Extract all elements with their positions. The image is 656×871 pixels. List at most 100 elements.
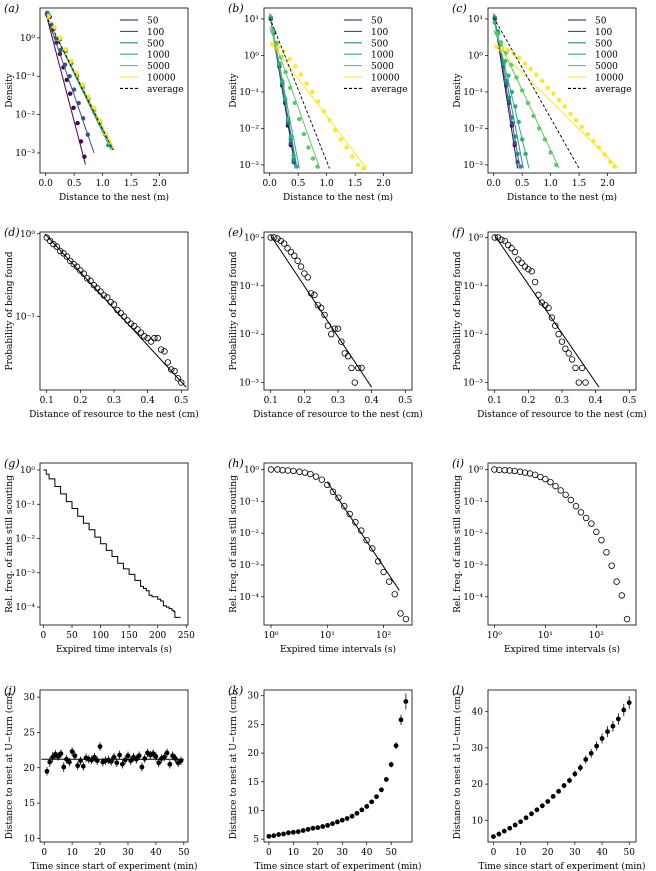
data-point — [555, 330, 562, 338]
y-axis-label: Distance to nest at U−turn (cm) — [4, 693, 15, 840]
legend-label-10000: 10000 — [595, 74, 624, 84]
data-point-observed — [621, 707, 627, 713]
x-tick-label: 200 — [149, 631, 166, 641]
data-point-10000 — [556, 97, 562, 103]
y-tick-label: 10⁻³ — [239, 161, 259, 171]
data-point-10000 — [562, 104, 568, 109]
data-point — [144, 334, 151, 342]
x-tick-label: 0.3 — [107, 396, 122, 406]
panel-label: (k) — [228, 684, 243, 697]
panel-e: 0.1 0.2 0.3 0.4 0.5 10⁻³ 10⁻² 10⁻¹ 10⁰ Distance o… — [228, 226, 423, 420]
data-point — [80, 270, 87, 277]
y-tick-label: 10⁻³ — [463, 379, 483, 389]
data-point-10000 — [69, 58, 74, 64]
data-point — [618, 592, 626, 599]
y-tick-label: 10⁰ — [20, 34, 35, 44]
y-axis-label: Rel. freq. of ants still scouting — [5, 475, 15, 613]
plot-area — [266, 693, 409, 839]
data-point — [335, 494, 342, 501]
data-point — [338, 338, 345, 345]
data-point — [344, 353, 352, 360]
data-point-observed — [388, 762, 394, 767]
data-point-1000 — [509, 89, 515, 95]
x-tick-label: 0.1 — [40, 396, 54, 406]
data-point-10000 — [517, 55, 522, 61]
y-tick-label: 10⁻⁴ — [463, 593, 483, 603]
data-point — [329, 488, 337, 495]
legend-label-1000: 1000 — [595, 51, 618, 61]
data-point-10000 — [281, 49, 287, 54]
panel-label: (c) — [452, 2, 467, 15]
y-tick-label: 10⁻¹ — [239, 282, 259, 292]
data-point-observed — [320, 824, 326, 829]
data-point — [567, 496, 575, 504]
data-point-observed — [122, 757, 128, 763]
data-point — [73, 263, 81, 270]
data-point — [301, 469, 309, 476]
data-point-5000 — [509, 62, 514, 68]
data-point — [531, 471, 539, 479]
data-point-100 — [85, 132, 91, 137]
x-tick-label: 0.2 — [521, 396, 535, 406]
y-tick-label: 10⁻³ — [15, 569, 35, 579]
x-tick-label: 0.5 — [622, 396, 637, 406]
x-axis-label: Expired time intervals (s) — [280, 644, 396, 655]
y-tick-label: 10⁰ — [20, 466, 35, 476]
data-point-5000 — [306, 145, 311, 150]
y-tick-label: 10⁰ — [20, 230, 35, 240]
y-tick-label: 10⁻² — [463, 529, 483, 539]
data-point-observed — [626, 700, 632, 706]
data-point — [171, 367, 178, 375]
data-point-observed — [561, 783, 567, 788]
y-tick-label: 10⁰ — [468, 51, 483, 61]
data-point-observed — [125, 753, 131, 759]
data-point — [501, 467, 508, 474]
data-point-observed — [539, 803, 545, 809]
data-point-observed — [383, 777, 389, 782]
y-tick-label: 15 — [248, 778, 260, 788]
data-point-1000 — [277, 61, 282, 66]
y-tick-label: 20 — [472, 780, 484, 790]
data-point-10000 — [494, 44, 499, 50]
fit-line-1000 — [269, 13, 300, 169]
data-point-5000 — [310, 156, 316, 161]
data-point-5000 — [554, 162, 559, 168]
data-point-observed — [344, 816, 350, 821]
data-point-observed — [599, 736, 605, 741]
data-point-observed — [111, 754, 117, 760]
x-tick-label: 0.1 — [488, 396, 502, 406]
data-point-10000 — [591, 138, 596, 144]
data-point — [548, 314, 556, 321]
x-axis-label: Distance to the nest (m) — [59, 192, 169, 203]
data-point — [164, 359, 172, 366]
x-tick-label: 0.5 — [67, 179, 82, 189]
data-point-observed — [167, 761, 173, 767]
x-tick-label: 250 — [178, 631, 195, 641]
legend-label-100: 100 — [595, 28, 612, 38]
data-point — [127, 320, 135, 327]
y-tick-label: 10⁻³ — [463, 561, 483, 571]
y-tick-label: 30 — [248, 692, 260, 702]
x-tick-label: 0.2 — [297, 396, 311, 406]
x-tick-label: 1.5 — [572, 179, 587, 189]
data-point-observed — [290, 829, 296, 835]
y-tick-label: 20 — [24, 764, 36, 774]
x-tick-label: 0.3 — [331, 396, 346, 406]
data-point — [328, 330, 335, 338]
x-tick-label: 10⁰ — [487, 631, 502, 641]
axes-frame — [487, 462, 637, 626]
data-point-observed — [583, 757, 589, 762]
data-point — [317, 304, 325, 312]
axes-frame — [39, 7, 189, 174]
panel-a: 0.0 0.5 1.0 1.5 2.0 10⁻³ 10⁻² 10⁻¹ 10⁰ Distance t… — [4, 2, 189, 203]
data-point-5000 — [274, 40, 279, 46]
data-point-observed — [300, 828, 306, 833]
data-point-10000 — [355, 162, 361, 168]
data-point — [369, 545, 376, 552]
axes-frame — [263, 7, 413, 174]
plot-area — [492, 13, 620, 169]
data-point-observed — [556, 788, 562, 794]
